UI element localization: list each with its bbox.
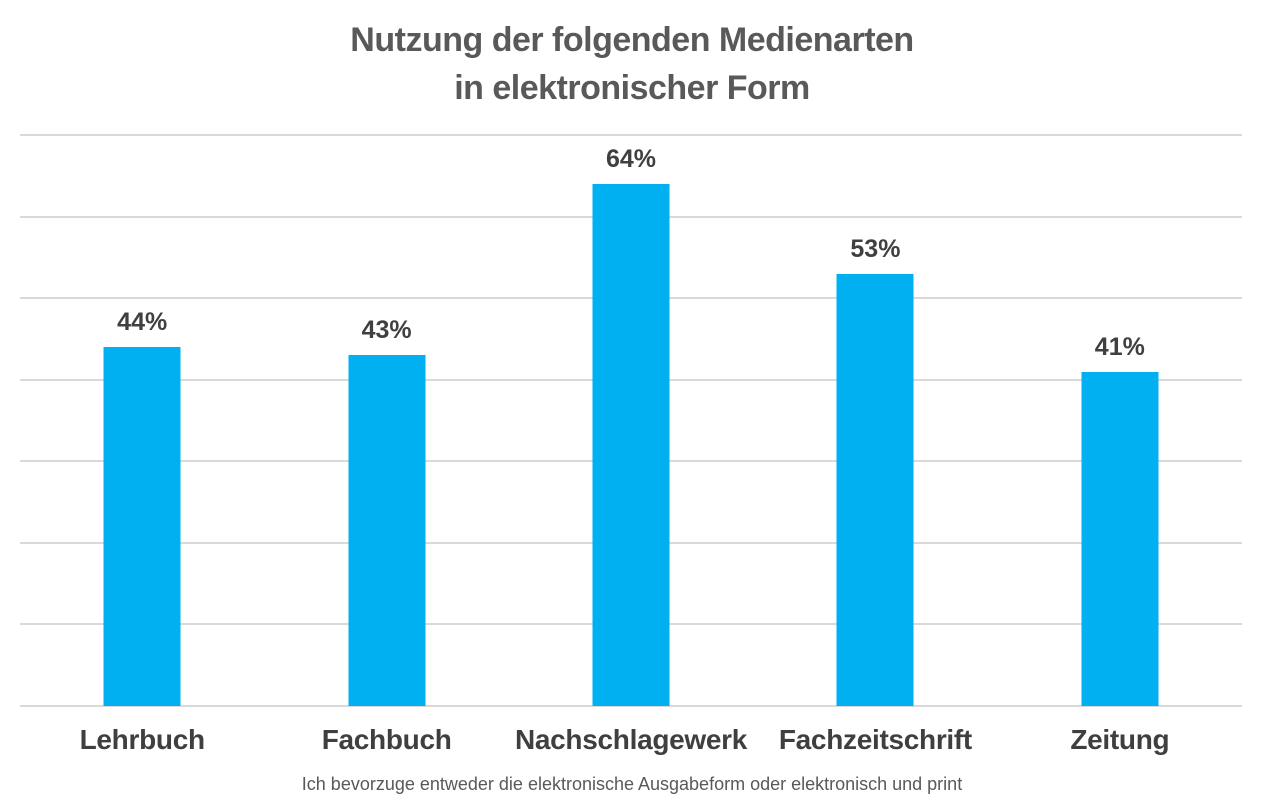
bar (592, 183, 670, 706)
bar-value-label: 41% (1094, 332, 1145, 361)
bar-column: 43% (264, 135, 508, 706)
category-label: Fachbuch (321, 724, 452, 755)
category-label: Lehrbuch (79, 724, 205, 755)
bar (1081, 371, 1159, 706)
category-axis: Lehrbuch Fachbuch Nachschlagewerk Fachzeits… (20, 724, 1242, 756)
bar-value-label: 43% (361, 316, 412, 345)
bar-columns: 44% 43% 64% 53% 41% (20, 135, 1242, 706)
chart-footnote: Ich bevorzuge entweder die elektronische… (301, 774, 963, 794)
bar-value-label: 53% (850, 234, 901, 263)
bar-value-label: 44% (117, 308, 168, 337)
bar-value-label: 64% (605, 144, 657, 173)
bar (103, 347, 181, 706)
bar (348, 355, 426, 706)
chart-title-line-1: Nutzung der folgenden Medienarten (350, 21, 914, 59)
plot-area: 44% 43% 64% 53% 41% (20, 134, 1242, 707)
category-label: Zeitung (1070, 724, 1170, 755)
bar-column: 44% (20, 135, 264, 706)
bar-column: 41% (998, 135, 1242, 706)
category-label: Fachzeitschrift (778, 724, 972, 755)
category-label: Nachschlagewerk (514, 724, 748, 755)
bar-column: 53% (753, 135, 997, 706)
chart-title-line-2: in elektronischer Form (454, 69, 810, 107)
bar-column: 64% (509, 135, 753, 706)
bar (836, 273, 914, 706)
gridline (20, 705, 1242, 707)
gridline (20, 134, 1242, 136)
chart-title: Nutzung der folgenden Medienarten in ele… (0, 16, 1264, 112)
